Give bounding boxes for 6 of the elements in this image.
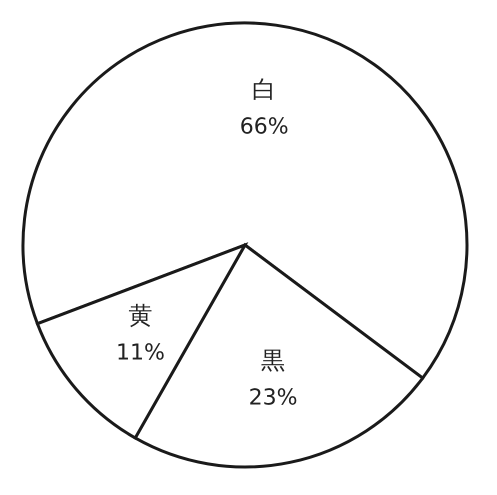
slice-label: 白 <box>252 76 276 104</box>
slice-label: 黒 <box>261 346 286 375</box>
data-label: 66% <box>240 114 289 140</box>
slice-label: 黄 <box>128 302 152 330</box>
data-label: 23% <box>248 386 298 411</box>
data-label: 11% <box>116 340 165 366</box>
